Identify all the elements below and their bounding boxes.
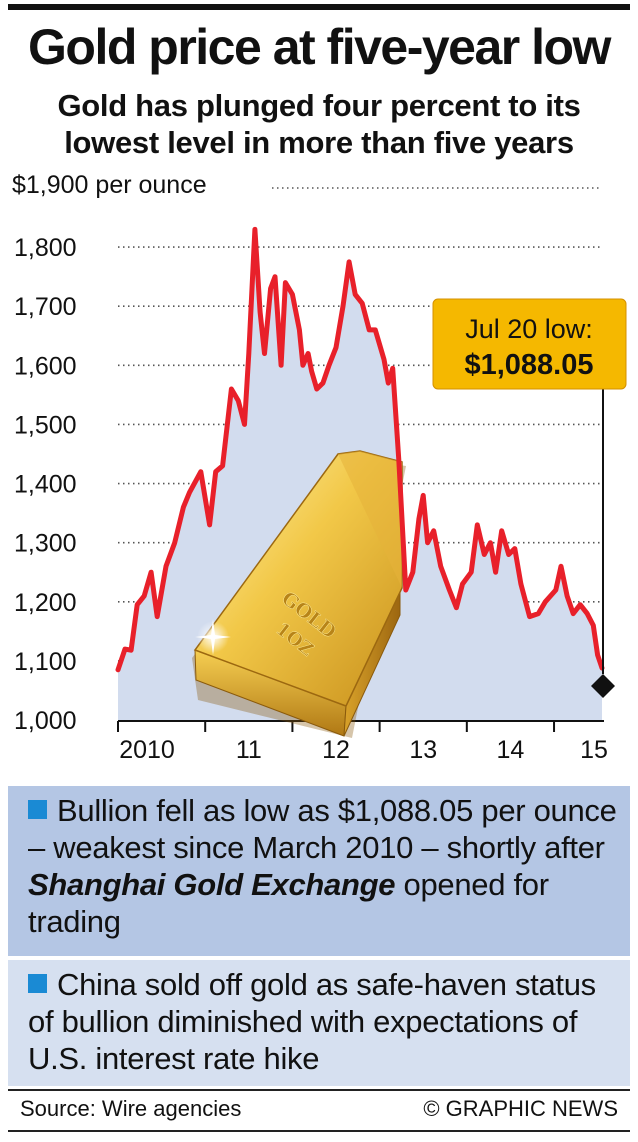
gold-price-chart: $1,900 per ounce 1,000 1,100 1,200 1,300 1,4… [12, 171, 627, 764]
y-tick-label: 1,300 [14, 530, 77, 558]
y-axis-label: $1,900 per ounce [12, 171, 207, 199]
x-tick-label: 14 [497, 736, 525, 764]
bullet-square-icon [28, 974, 47, 993]
y-tick-label: 1,200 [14, 589, 77, 617]
credit-note: © GRAPHIC NEWS [423, 1096, 618, 1121]
low-callout: Jul 20 low: $1,088.05 [432, 298, 627, 390]
y-tick-label: 1,800 [14, 234, 77, 262]
x-axis: 2010 11 12 13 14 15 [117, 720, 608, 764]
y-tick-label: 1,400 [14, 471, 77, 499]
y-tick-label: 1,700 [14, 293, 77, 321]
price-line [115, 226, 605, 673]
x-tick-label: 11 [236, 736, 262, 764]
x-tick-label: 12 [322, 736, 350, 764]
x-tick-label: 13 [409, 736, 437, 764]
bullet-panel-1: Bullion fell as low as $1,088.05 per oun… [8, 786, 630, 956]
y-tick-label: 1,100 [14, 648, 77, 676]
bullet-square-icon [28, 800, 47, 819]
x-tick-label: 15 [580, 736, 608, 764]
y-tick-label: 1,600 [14, 352, 77, 380]
sparkle-icon [195, 619, 231, 655]
y-tick-label: 1,000 [14, 707, 77, 735]
top-rule [8, 4, 630, 10]
bullet-text-2: China sold off gold as safe-haven status… [28, 967, 596, 1076]
exchange-name: Shanghai Gold Exchange [28, 867, 396, 902]
x-tick-label: 2010 [119, 736, 175, 764]
gold-bar-illustration: GOLD 1OZ [192, 450, 406, 738]
footer-rule-top [8, 1089, 630, 1091]
bullet-panel-2: China sold off gold as safe-haven status… [8, 960, 630, 1086]
page-title: Gold price at five-year low [28, 19, 611, 75]
bullet-text-1: Bullion fell as low as $1,088.05 per oun… [28, 793, 617, 939]
y-tick-labels: 1,000 1,100 1,200 1,300 1,400 1,500 1,600 1,700… [14, 234, 77, 735]
footer-rule-bottom [8, 1130, 630, 1132]
callout-date: Jul 20 low: [465, 314, 593, 344]
y-tick-label: 1,500 [14, 411, 77, 439]
low-point-marker [591, 673, 615, 698]
callout-value: $1,088.05 [464, 349, 593, 381]
source-note: Source: Wire agencies [20, 1096, 242, 1121]
page-subtitle: Gold has plunged four percent to its low… [57, 88, 581, 160]
